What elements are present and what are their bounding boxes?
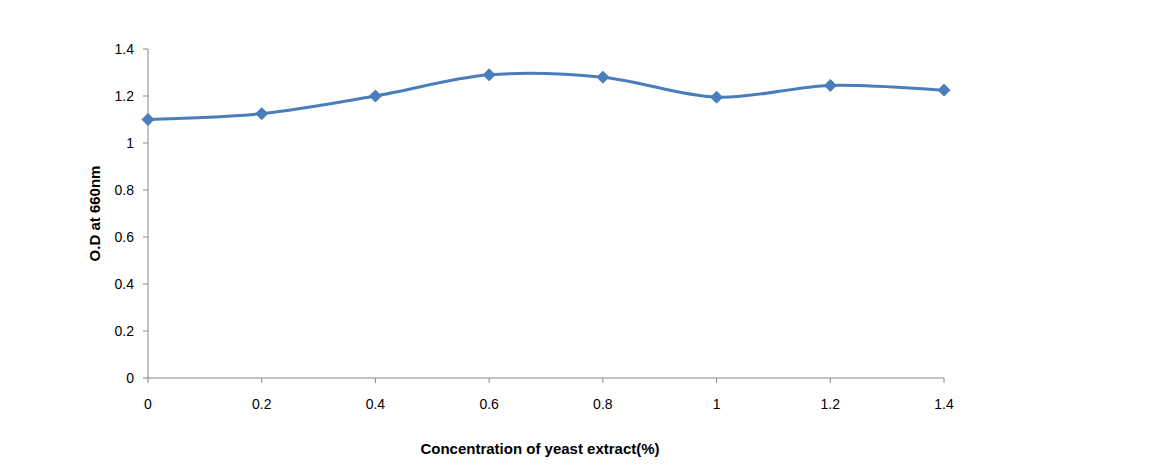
data-marker [483,69,495,81]
y-tick-label: 0.4 [115,276,135,292]
y-axis-line [148,49,149,378]
chart: 0 0.2 0.4 0.6 0.8 1 1.2 1.4 0 0.2 0.4 0.6 0.8 1 1.2 1.4… [0,0,1172,473]
y-tick-label: 0.2 [115,323,135,339]
x-tick-label: 1.2 [821,396,841,412]
data-marker [597,71,609,83]
y-axis-title: O.D at 660nm [86,166,103,262]
x-tick [148,378,149,383]
y-tick [143,190,148,191]
y-tick-label: 0.6 [115,229,135,245]
y-tick-label: 1 [126,135,134,151]
data-marker [938,84,950,96]
y-tick-label: 1.2 [115,88,135,104]
y-tick [143,284,148,285]
x-tick [944,378,945,383]
x-tick [489,378,490,383]
x-tick [716,378,717,383]
x-tick-label: 1 [713,396,721,412]
x-axis-line [148,378,944,379]
x-tick-label: 0.8 [593,396,613,412]
x-tick-label: 0.2 [252,396,272,412]
x-tick [261,378,262,383]
x-tick [375,378,376,383]
x-tick-label: 0.6 [479,396,499,412]
y-tick [143,331,148,332]
x-tick-label: 1.4 [934,396,954,412]
data-marker [369,90,381,102]
x-tick-label: 0.4 [366,396,386,412]
x-tick [602,378,603,383]
data-marker [711,91,723,103]
y-tick [143,378,148,379]
data-marker [142,114,154,126]
x-axis-title: Concentration of yeast extract(%) [420,440,659,457]
data-marker [256,108,268,120]
data-line [148,73,944,119]
y-tick-label: 1.4 [115,41,135,57]
y-tick-label: 0.8 [115,182,135,198]
y-tick [143,49,148,50]
y-tick [143,143,148,144]
plot-area [142,69,950,126]
x-tick-label: 0 [144,396,152,412]
x-tick [830,378,831,383]
y-tick [143,237,148,238]
data-marker [824,79,836,91]
y-tick-label: 0 [126,370,134,386]
y-tick [143,96,148,97]
